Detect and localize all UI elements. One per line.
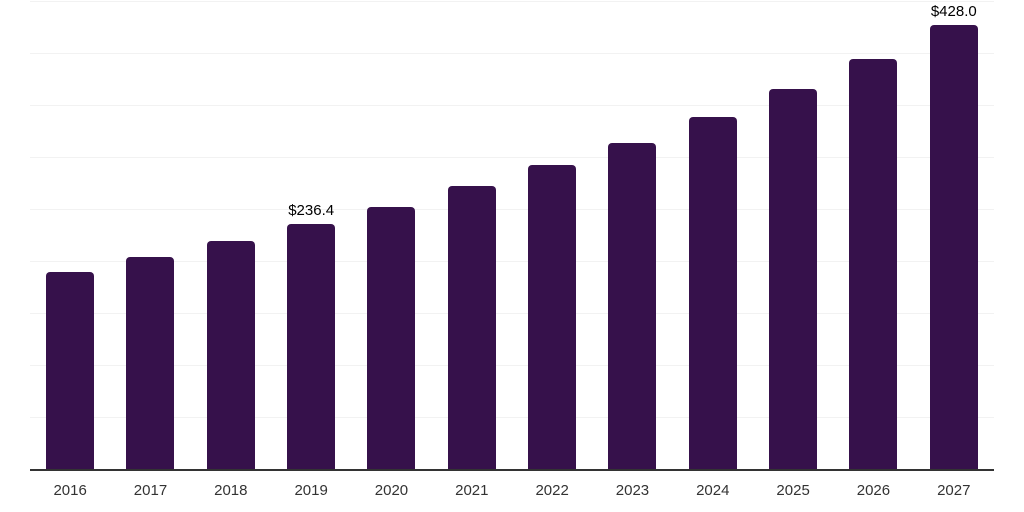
bar-band-2019: $236.4 [271, 2, 351, 470]
bar-2026 [849, 58, 898, 470]
x-axis-line [30, 469, 994, 471]
bar-band-2016 [30, 2, 110, 470]
bar-band-2020 [351, 2, 431, 470]
x-axis-label-2022: 2022 [535, 482, 569, 499]
x-axis-label-2023: 2023 [615, 482, 650, 499]
gridline-250 [30, 209, 994, 210]
bar-2018 [206, 241, 255, 470]
bar-band-2025 [753, 2, 833, 470]
x-axis-label-2026: 2026 [856, 482, 891, 499]
bar-band-2021 [432, 2, 512, 470]
bar-2022 [528, 165, 577, 470]
data-label-2027: $428.0 [930, 2, 977, 20]
x-axis-label-2024: 2024 [696, 482, 730, 499]
x-axis-label-2017: 2017 [133, 482, 168, 499]
gridline-50 [30, 417, 994, 418]
gridline-150 [30, 313, 994, 314]
bar-2019 [287, 224, 336, 470]
bar-2020 [367, 207, 416, 470]
bar-band-2023 [592, 2, 672, 470]
gridline-300 [30, 157, 994, 158]
data-label-2019: $236.4 [288, 202, 335, 220]
bar-2021 [447, 186, 496, 470]
bar-2027 [929, 24, 978, 470]
gridline-200 [30, 261, 994, 262]
gridline-100 [30, 365, 994, 366]
bar-2025 [769, 88, 818, 470]
bar-2017 [126, 257, 175, 470]
bar-2024 [688, 116, 737, 470]
x-axis-label-2025: 2025 [776, 482, 810, 499]
gridline-350 [30, 105, 994, 106]
x-axis-label-2020: 2020 [374, 482, 409, 499]
x-axis-label-2018: 2018 [214, 482, 248, 499]
bar-band-2024 [673, 2, 753, 470]
bar-band-2018 [191, 2, 271, 470]
x-axis-label-2027: 2027 [937, 482, 971, 499]
plot-area: $236.4 $428.0 [30, 1, 994, 471]
bar-band-2017 [110, 2, 190, 470]
x-axis-label-2019: 2019 [294, 482, 328, 499]
x-axis-label-2021: 2021 [455, 482, 489, 499]
bar-band-2026 [833, 2, 913, 470]
gridline-400 [30, 53, 994, 54]
x-axis-labels: 2016 2017 2018 2019 2020 2021 2022 2023 2024 2025… [30, 481, 994, 501]
bar-band-2027: $428.0 [914, 2, 994, 470]
x-axis-label-2016: 2016 [53, 482, 87, 499]
bars-layer: $236.4 $428.0 [30, 2, 994, 470]
bar-2016 [46, 272, 95, 470]
bar-band-2022 [512, 2, 592, 470]
bar-2023 [608, 142, 657, 470]
gridline-450 [30, 1, 994, 2]
